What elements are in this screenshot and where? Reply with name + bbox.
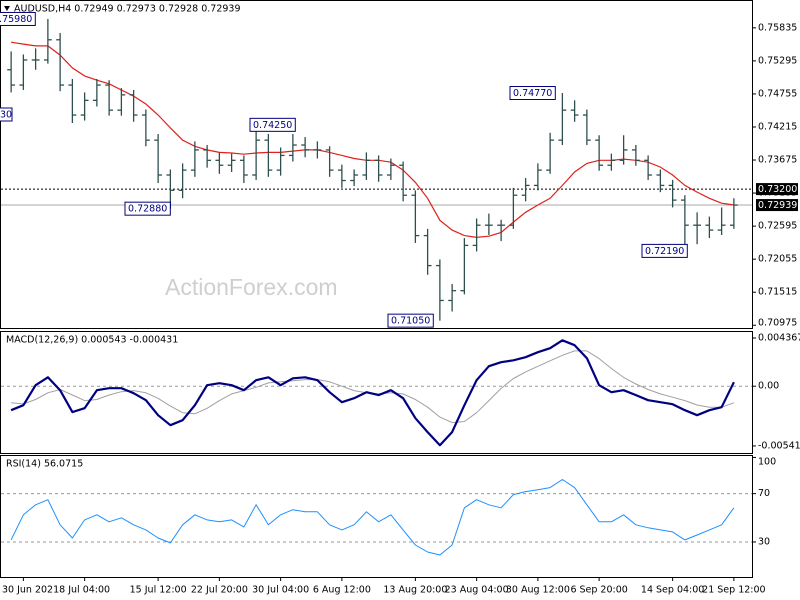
y-tick-label: 0.00 [758, 381, 779, 392]
y-tick-label: 0.71515 [758, 287, 797, 298]
annotation-label: 30 [0, 110, 12, 121]
y-tick-label: 0.72595 [758, 221, 797, 232]
rsi-title: RSI(14) 56.0715 [6, 459, 83, 470]
annotation-box [387, 313, 434, 328]
indicator-line [10, 479, 735, 556]
edge-annotation: 30 [0, 107, 13, 122]
y-tick-label: 0.73675 [758, 155, 797, 166]
annotation-box [249, 117, 296, 132]
y-tick-label: 0.75295 [758, 55, 797, 66]
y-tick-label: 0.74755 [758, 88, 797, 99]
annotation-box [509, 86, 556, 101]
y-tick-label: 0.004367 [758, 333, 800, 344]
x-tick-label: 14 Sep 04:00 [641, 585, 704, 596]
price-annotation: 0.74250 [249, 117, 296, 132]
x-tick-label: 23 Aug 04:00 [445, 585, 509, 596]
y-tick-label: 30 [758, 536, 770, 547]
annotation-label: 0.75980 [0, 14, 32, 25]
annotation-box [641, 243, 688, 258]
annotation-label: 0.74250 [253, 120, 292, 131]
x-tick-label: 30 Jun 2021 [2, 585, 59, 596]
chart-title: AUDUSD,H4 0.72949 0.72973 0.72928 0.7293… [14, 4, 241, 15]
annotation-label: 0.74770 [513, 88, 552, 99]
y-tick-label: 70 [758, 488, 770, 499]
x-tick-label: 6 Aug 12:00 [313, 585, 371, 596]
annotation-box [124, 201, 171, 216]
y-tick-label: 0.72055 [758, 254, 797, 265]
price-annotation: 0.72880 [124, 201, 171, 216]
price-marker-label: 0.73200 [758, 184, 797, 195]
annotation-box [0, 11, 36, 26]
price-annotation: 0.71050 [387, 313, 434, 328]
price-marker-box [756, 199, 798, 212]
price-marker-label: 0.72939 [758, 200, 797, 211]
annotation-label: 0.72880 [128, 204, 167, 215]
y-tick-label: 0.74215 [758, 121, 797, 132]
price-marker-box [756, 183, 798, 196]
x-tick-label: 15 Jul 12:00 [130, 585, 187, 596]
price-panel [0, 0, 753, 329]
x-tick-label: 22 Jul 20:00 [191, 585, 248, 596]
annotation-label: 0.71050 [391, 316, 430, 327]
x-tick-label: 13 Aug 20:00 [383, 585, 447, 596]
price-annotation: 0.75980 [0, 11, 36, 26]
macd-title: MACD(12,26,9) 0.000543 -0.000431 [6, 335, 178, 346]
x-tick-label: 30 Jul 04:00 [252, 585, 309, 596]
price-annotation: 0.72190 [641, 243, 688, 258]
x-tick-label: 8 Jul 04:00 [59, 585, 110, 596]
annotation-label: 0.72190 [645, 246, 684, 257]
y-tick-label: 0.75835 [758, 22, 797, 33]
annotation-box [0, 107, 13, 122]
x-tick-label: 6 Sep 20:00 [570, 585, 627, 596]
watermark: ActionForex.com [165, 274, 338, 300]
x-tick-label: 30 Aug 12:00 [506, 585, 570, 596]
price-annotation: 0.74770 [509, 86, 556, 101]
indicator-line [10, 339, 735, 447]
symbol-icon [4, 6, 10, 11]
x-tick-label: 21 Sep 12:00 [702, 585, 765, 596]
macd-panel [0, 331, 753, 454]
y-tick-label: 100 [758, 457, 776, 468]
rsi-panel [0, 455, 753, 578]
y-tick-label: 0.70975 [758, 318, 797, 329]
